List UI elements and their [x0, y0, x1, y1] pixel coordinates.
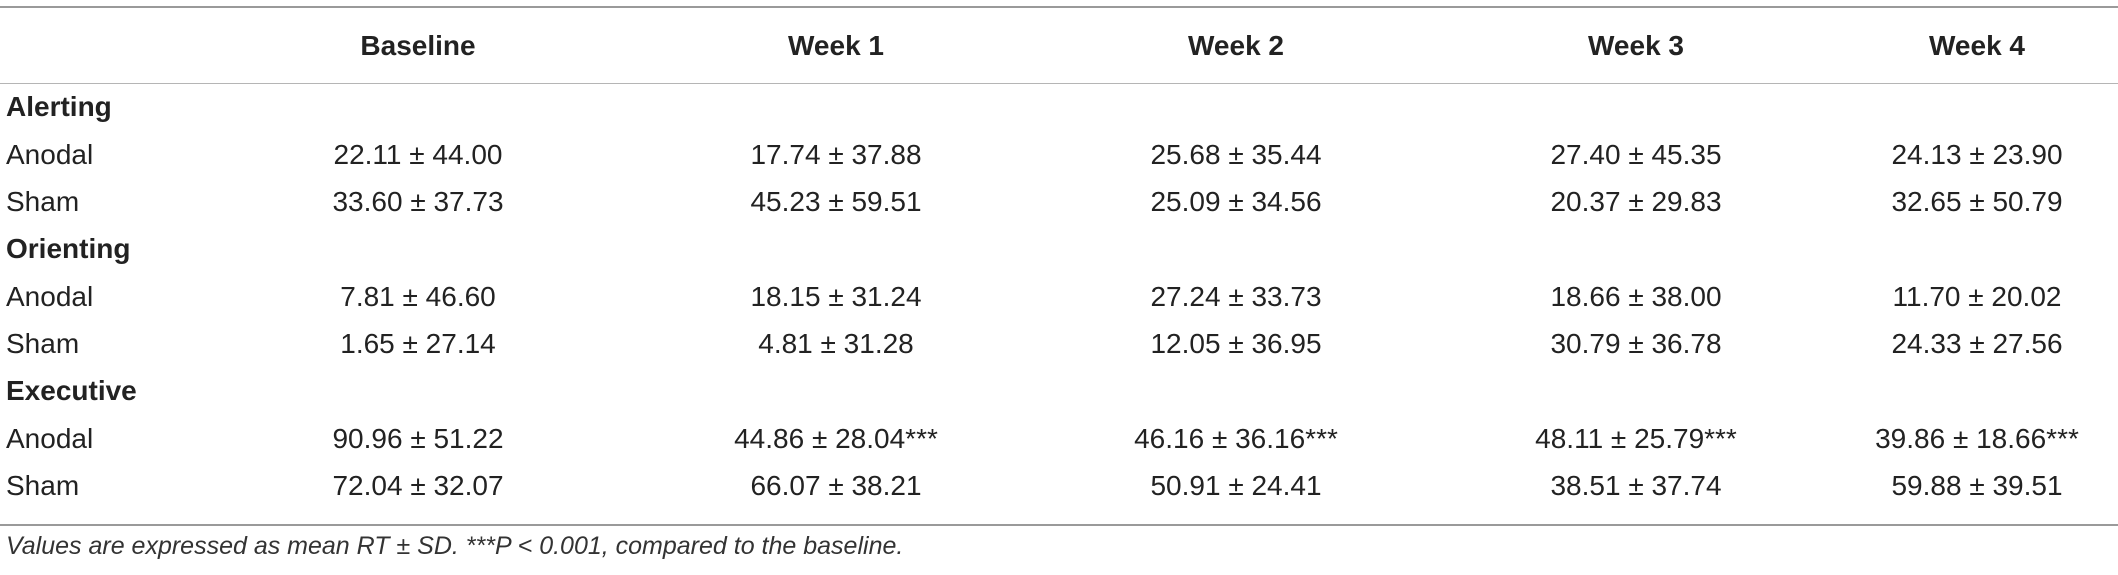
table-cell: 32.65 ± 50.79: [1891, 185, 2063, 217]
results-table: Baseline Week 1 Week 2 Week 3 Week 4 Ale…: [0, 8, 2118, 509]
table-cell: 24.33 ± 27.56: [1891, 327, 2063, 359]
group-label: Alerting: [6, 91, 112, 122]
table-cell: 18.15 ± 31.24: [750, 280, 922, 312]
table-cell: 50.91 ± 24.41: [1150, 469, 1322, 501]
table-row: Anodal 22.11 ± 44.00 17.74 ± 37.88 25.68…: [0, 131, 2118, 178]
table-row: Anodal 90.96 ± 51.22 44.86 ± 28.04*** 46…: [0, 415, 2118, 462]
table-cell: 24.13 ± 23.90: [1891, 138, 2063, 170]
header-cell-empty: [0, 8, 200, 83]
table-cell: 90.96 ± 51.22: [332, 422, 504, 454]
header-week-3: Week 3: [1588, 29, 1684, 61]
table-cell: 7.81 ± 46.60: [340, 280, 496, 312]
table-cell: 39.86 ± 18.66***: [1875, 422, 2079, 454]
header-week-2: Week 2: [1188, 29, 1284, 61]
table-cell: 72.04 ± 32.07: [332, 469, 504, 501]
group-row-executive: Executive: [0, 367, 2118, 415]
row-label: Sham: [6, 327, 80, 359]
row-label: Anodal: [6, 138, 94, 170]
table-cell: 17.74 ± 37.88: [750, 138, 922, 170]
header-week-4: Week 4: [1929, 29, 2025, 61]
table-cell: 33.60 ± 37.73: [332, 185, 504, 217]
table-cell: 44.86 ± 28.04***: [734, 422, 938, 454]
table-row: Sham 72.04 ± 32.07 66.07 ± 38.21 50.91 ±…: [0, 462, 2118, 509]
table-cell: 66.07 ± 38.21: [750, 469, 922, 501]
table-row: Anodal 7.81 ± 46.60 18.15 ± 31.24 27.24 …: [0, 273, 2118, 320]
header-week-1: Week 1: [788, 29, 884, 61]
table-row: Sham 1.65 ± 27.14 4.81 ± 31.28 12.05 ± 3…: [0, 320, 2118, 367]
table-cell: 59.88 ± 39.51: [1891, 469, 2063, 501]
table-row: Sham 33.60 ± 37.73 45.23 ± 59.51 25.09 ±…: [0, 178, 2118, 225]
table-cell: 11.70 ± 20.02: [1892, 280, 2062, 312]
table-cell: 25.68 ± 35.44: [1150, 138, 1322, 170]
row-label: Sham: [6, 469, 80, 501]
table-cell: 48.11 ± 25.79***: [1535, 422, 1737, 454]
group-row-alerting: Alerting: [0, 83, 2118, 131]
table-cell: 38.51 ± 37.74: [1550, 469, 1722, 501]
row-label: Sham: [6, 185, 80, 217]
table-cell: 27.24 ± 33.73: [1150, 280, 1322, 312]
table-cell: 4.81 ± 31.28: [758, 327, 914, 359]
table-cell: 27.40 ± 45.35: [1550, 138, 1722, 170]
group-label: Orienting: [6, 233, 131, 264]
group-label: Executive: [6, 375, 137, 406]
row-label: Anodal: [6, 422, 94, 454]
table-cell: 20.37 ± 29.83: [1550, 185, 1722, 217]
table-cell: 1.65 ± 27.14: [340, 327, 496, 359]
header-baseline: Baseline: [360, 29, 476, 61]
table-cell: 22.11 ± 44.00: [333, 138, 503, 170]
row-label: Anodal: [6, 280, 94, 312]
table-bottom-rule: [0, 524, 2118, 526]
group-row-orienting: Orienting: [0, 225, 2118, 273]
table-cell: 18.66 ± 38.00: [1550, 280, 1722, 312]
table-cell: 12.05 ± 36.95: [1150, 327, 1322, 359]
table-cell: 46.16 ± 36.16***: [1134, 422, 1338, 454]
table-cell: 30.79 ± 36.78: [1550, 327, 1722, 359]
table-cell: 25.09 ± 34.56: [1150, 185, 1322, 217]
table-footnote: Values are expressed as mean RT ± SD. **…: [6, 532, 904, 560]
table-header-rule: [0, 83, 2118, 84]
header-row: Baseline Week 1 Week 2 Week 3 Week 4: [0, 8, 2118, 83]
table-top-rule: [0, 6, 2118, 8]
table-cell: 45.23 ± 59.51: [750, 185, 922, 217]
